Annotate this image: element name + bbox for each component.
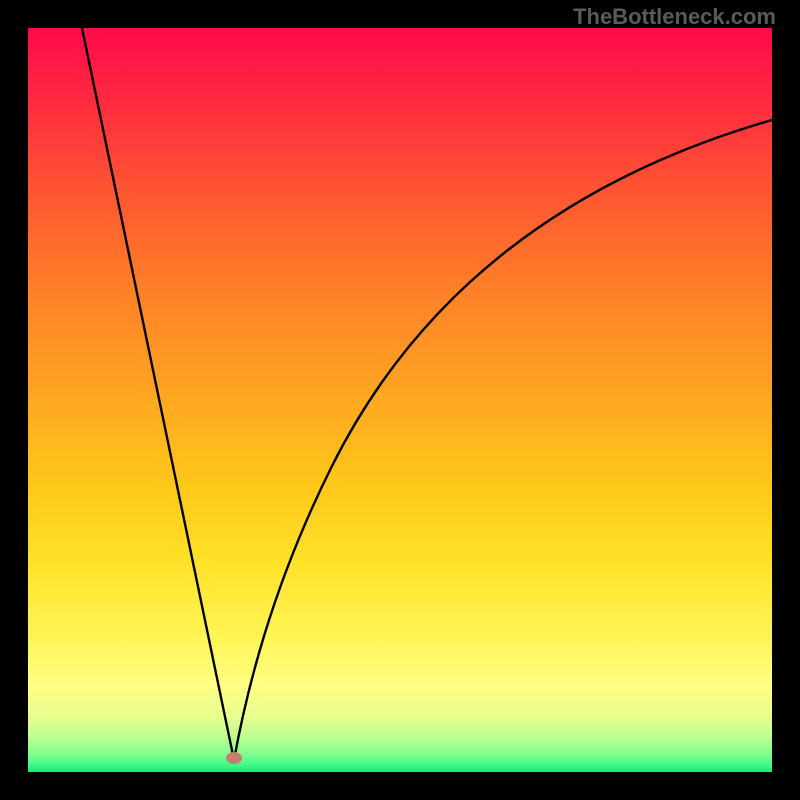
chart-root: TheBottleneck.com xyxy=(0,0,800,800)
watermark-text: TheBottleneck.com xyxy=(573,4,776,30)
plot-area xyxy=(28,28,772,772)
background-gradient xyxy=(28,28,772,772)
